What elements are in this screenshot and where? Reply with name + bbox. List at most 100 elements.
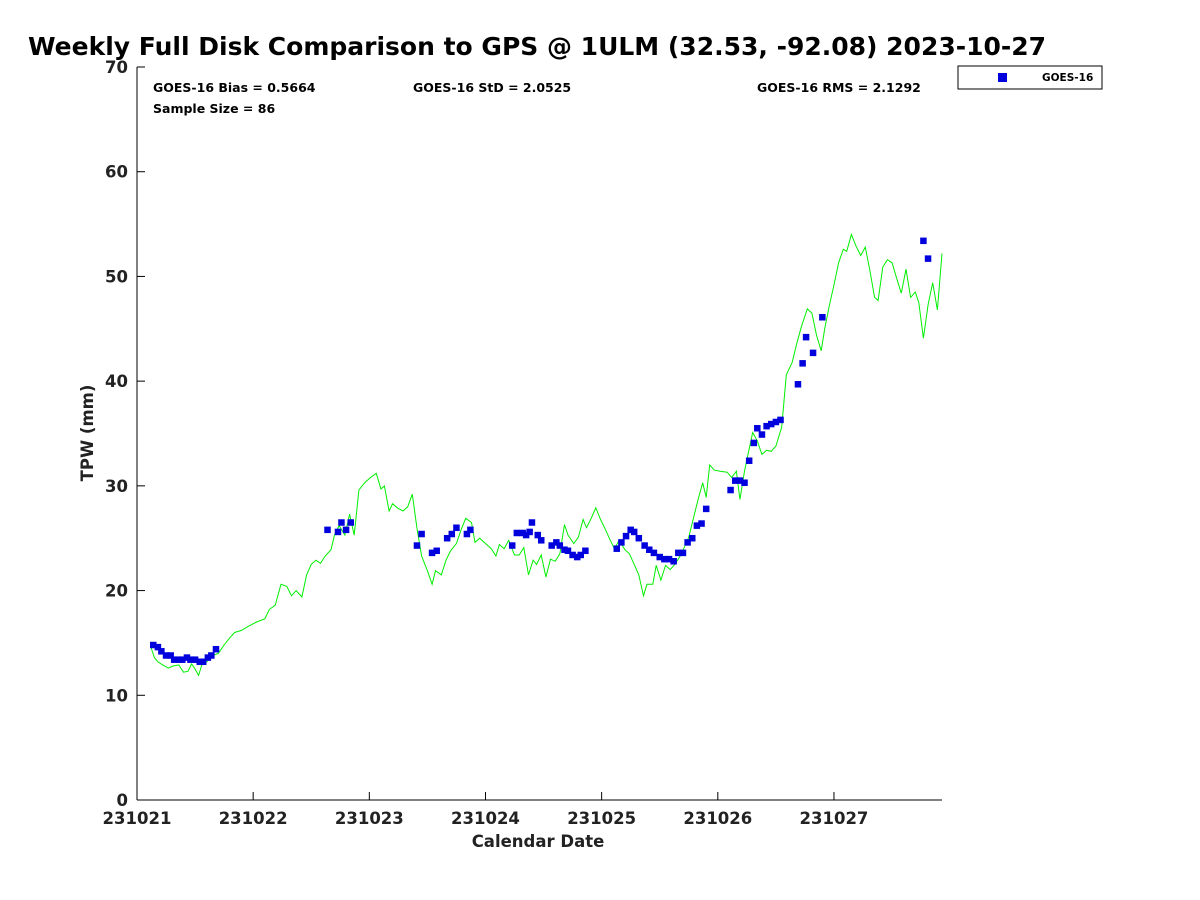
- x-tick-label: 231022: [219, 809, 288, 828]
- goes16-point: [627, 526, 634, 534]
- goes16-point: [418, 530, 425, 538]
- y-tick-label: 50: [105, 267, 128, 286]
- x-axis-label: Calendar Date: [472, 832, 605, 851]
- goes16-point: [622, 532, 630, 540]
- goes16-point: [754, 425, 761, 432]
- y-tick-label: 30: [105, 477, 128, 496]
- goes16-point: [777, 416, 784, 424]
- goes16-point: [204, 654, 212, 661]
- goes16-point: [574, 553, 581, 561]
- goes16-point: [191, 656, 199, 663]
- goes16-point: [162, 652, 170, 659]
- y-tick-label: 70: [105, 58, 128, 77]
- goes16-point: [665, 555, 673, 563]
- goes16-point: [661, 555, 668, 563]
- goes16-point: [183, 654, 191, 661]
- goes16-point: [577, 551, 584, 559]
- goes16-point: [196, 658, 203, 666]
- goes16-point: [170, 656, 178, 663]
- goes16-point: [519, 529, 526, 537]
- goes16-point: [526, 528, 533, 536]
- goes16-point: [208, 652, 215, 659]
- y-ticks: 0 10 20 30 40 50 60 70: [105, 58, 145, 810]
- goes16-point: [679, 549, 687, 557]
- goes16-point: [150, 641, 157, 649]
- goes16-point: [689, 534, 696, 542]
- goes16-point: [799, 360, 806, 367]
- y-tick-label: 20: [105, 582, 128, 601]
- chart-title: Weekly Full Disk Comparison to GPS @ 1UL…: [28, 32, 1046, 61]
- goes16-point: [528, 519, 536, 526]
- goes16-point: [448, 530, 456, 538]
- goes16-point: [428, 549, 436, 557]
- y-tick-label: 60: [105, 163, 128, 182]
- y-axis-label: TPW (mm): [78, 385, 97, 482]
- goes16-point: [582, 547, 589, 555]
- goes16-point: [656, 553, 663, 561]
- series-layer: [150, 232, 943, 677]
- goes16-point: [731, 477, 739, 484]
- goes16-point: [564, 547, 572, 555]
- goes16-point: [556, 542, 564, 549]
- goes16-point: [727, 486, 734, 494]
- x-tick-label: 231023: [335, 809, 404, 828]
- goes16-point: [553, 539, 560, 546]
- goes16-point: [522, 531, 530, 539]
- goes16-point: [324, 526, 331, 534]
- x-tick-label: 231027: [800, 809, 869, 828]
- legend-box: [957, 65, 1103, 90]
- goes16-point: [534, 531, 542, 539]
- goes16-point: [453, 524, 460, 531]
- sample-size-stat: Sample Size = 86: [153, 101, 275, 116]
- goes16-point: [924, 255, 932, 262]
- x-tick-label: 231021: [103, 809, 172, 828]
- goes16-point: [179, 656, 186, 663]
- gps-series-line: [150, 232, 943, 677]
- goes16-point: [920, 237, 927, 245]
- goes16-point: [646, 546, 653, 553]
- goes16-point: [675, 549, 682, 557]
- goes16-point: [809, 349, 817, 357]
- goes16-point: [698, 520, 705, 527]
- y-tick-label: 0: [117, 791, 128, 810]
- goes16-point: [802, 333, 810, 341]
- goes16-point: [334, 528, 342, 536]
- y-tick-label: 10: [105, 686, 128, 705]
- goes16-point: [670, 558, 677, 565]
- goes16-point: [212, 645, 220, 653]
- goes16-point: [613, 545, 620, 552]
- x-tick-label: 231024: [451, 809, 520, 828]
- x-tick-label: 231025: [567, 809, 636, 828]
- goes16-point: [513, 529, 521, 537]
- legend-label-goes16: GOES-16: [1042, 72, 1093, 84]
- goes16-point: [767, 420, 775, 428]
- std-stat: GOES-16 StD = 2.0525: [413, 80, 571, 95]
- bias-stat: GOES-16 Bias = 0.5664: [153, 80, 316, 95]
- goes16-point: [693, 522, 701, 529]
- goes16-point: [187, 656, 194, 663]
- plot-axes: [136, 67, 942, 801]
- goes16-point: [467, 526, 474, 534]
- goes16-point: [561, 546, 568, 553]
- goes16-point: [819, 314, 826, 321]
- goes16-point: [750, 439, 758, 447]
- goes16-point: [537, 537, 545, 544]
- goes16-point: [569, 551, 576, 559]
- goes16-point: [736, 477, 744, 484]
- goes16-point: [758, 431, 766, 438]
- goes16-point: [741, 479, 748, 486]
- goes16-point: [347, 519, 354, 526]
- goes16-point: [167, 652, 174, 659]
- goes16-point: [650, 549, 658, 557]
- goes16-point: [433, 547, 440, 555]
- goes16-point: [794, 381, 802, 388]
- x-ticks: 231021 231022 231023 231024 231025 231026 2310…: [103, 792, 869, 828]
- goes16-point: [463, 530, 471, 538]
- goes16-point: [154, 643, 162, 651]
- goes16-point: [772, 418, 780, 426]
- legend-marker-goes16: [998, 73, 1007, 82]
- goes16-point: [443, 534, 451, 542]
- goes16-point: [763, 422, 770, 430]
- goes16-point: [684, 539, 691, 546]
